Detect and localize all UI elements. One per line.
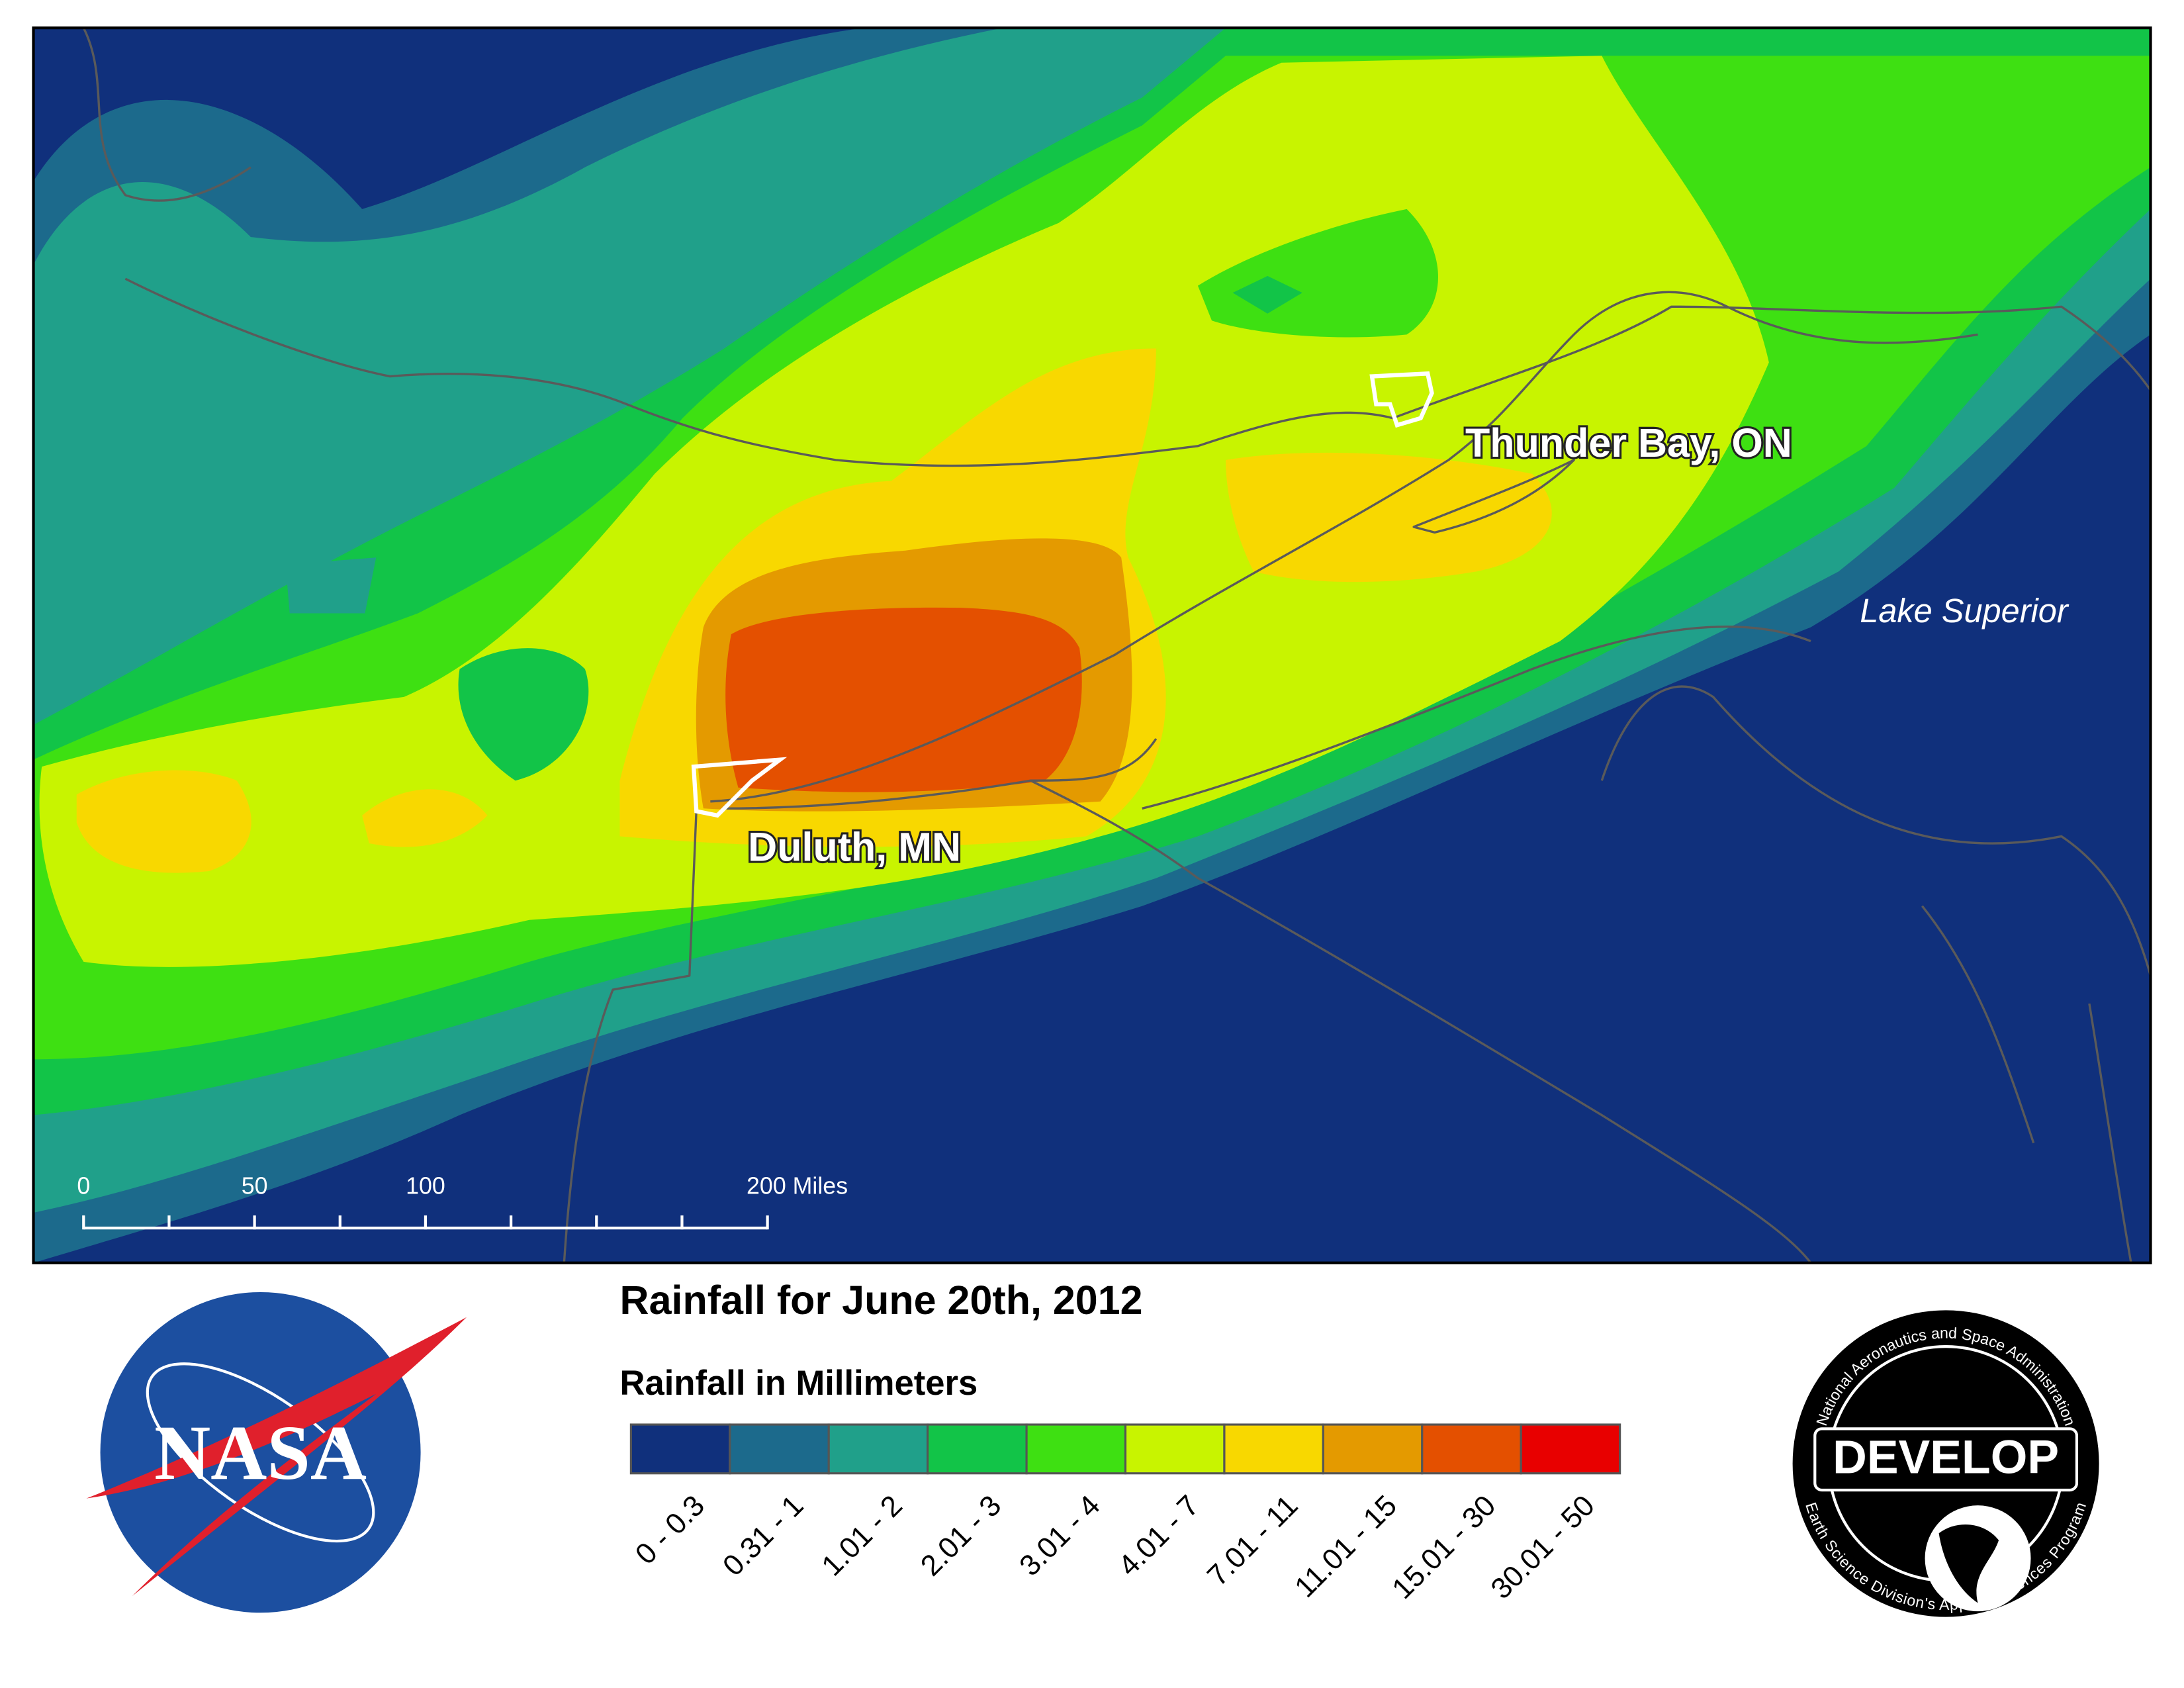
legend-swatch: [729, 1423, 830, 1475]
legend-label: 1.01 - 2: [815, 1489, 909, 1583]
legend-label: 30.01 - 50: [1485, 1489, 1601, 1605]
logo-text: NASA: [154, 1410, 367, 1496]
legend-swatch: [629, 1423, 731, 1475]
map-frame: [32, 26, 2152, 1264]
legend-swatch: [1421, 1423, 1522, 1475]
city-label: Duluth, MN: [748, 825, 961, 870]
coastline: [710, 291, 1978, 803]
legend-label: 4.01 - 7: [1113, 1489, 1206, 1583]
develop-logo: National Aeronautics and Space Administr…: [1792, 1310, 2099, 1617]
legend-swatch: [1223, 1423, 1324, 1475]
legend-swatch: [1124, 1423, 1226, 1475]
rain-zone: [1226, 452, 1552, 583]
legend-label: 0.31 - 1: [717, 1489, 810, 1583]
rain-zone: [1232, 275, 1302, 314]
coastline: [724, 738, 1812, 1263]
rain-zone: [725, 607, 1082, 792]
coastline: [1142, 626, 2151, 1263]
scale-label: 0: [77, 1173, 90, 1199]
logo-text: DEVELOP: [1833, 1431, 2059, 1484]
legend-swatch: [1520, 1423, 1621, 1475]
legend-swatch: [927, 1423, 1028, 1475]
city-label: Thunder Bay, ON: [1465, 420, 1792, 465]
legend-swatch: [827, 1423, 929, 1475]
coastline: [1412, 459, 1575, 534]
legend-title: Rainfall in Millimeters: [620, 1364, 978, 1403]
city-outline: [1369, 371, 1434, 428]
rain-zone: [458, 648, 589, 781]
city-outline: [691, 757, 788, 818]
scale-bar: 0 50 100 200 Miles: [77, 1173, 848, 1230]
legend-label: 11.01 - 15: [1289, 1489, 1403, 1604]
legend-label: 7.01 - 11: [1201, 1489, 1304, 1593]
map-title: Rainfall for June 20th, 2012: [620, 1278, 1143, 1323]
legend-swatch: [1322, 1423, 1424, 1475]
border: [82, 28, 698, 1263]
rain-zone: [285, 557, 377, 614]
legend-label: 0 - 0.3: [629, 1489, 711, 1571]
legend-label: 15.01 - 30: [1386, 1489, 1502, 1605]
legend-label: 3.01 - 4: [1013, 1489, 1107, 1583]
nasa-logo: NASA: [86, 1291, 467, 1613]
scale-label: 50: [242, 1173, 268, 1199]
legend-label: 2.01 - 3: [915, 1489, 1008, 1583]
water-label: Lake Superior: [1860, 592, 2070, 630]
legend-swatch: [1025, 1423, 1127, 1475]
border: [124, 277, 2151, 467]
scale-label: 200 Miles: [747, 1173, 848, 1199]
map: Thunder Bay, ON Duluth, MN Lake Superior…: [33, 28, 2151, 1263]
scale-label: 100: [406, 1173, 445, 1199]
rain-zone: [76, 770, 251, 873]
rain-zone: [362, 789, 488, 847]
